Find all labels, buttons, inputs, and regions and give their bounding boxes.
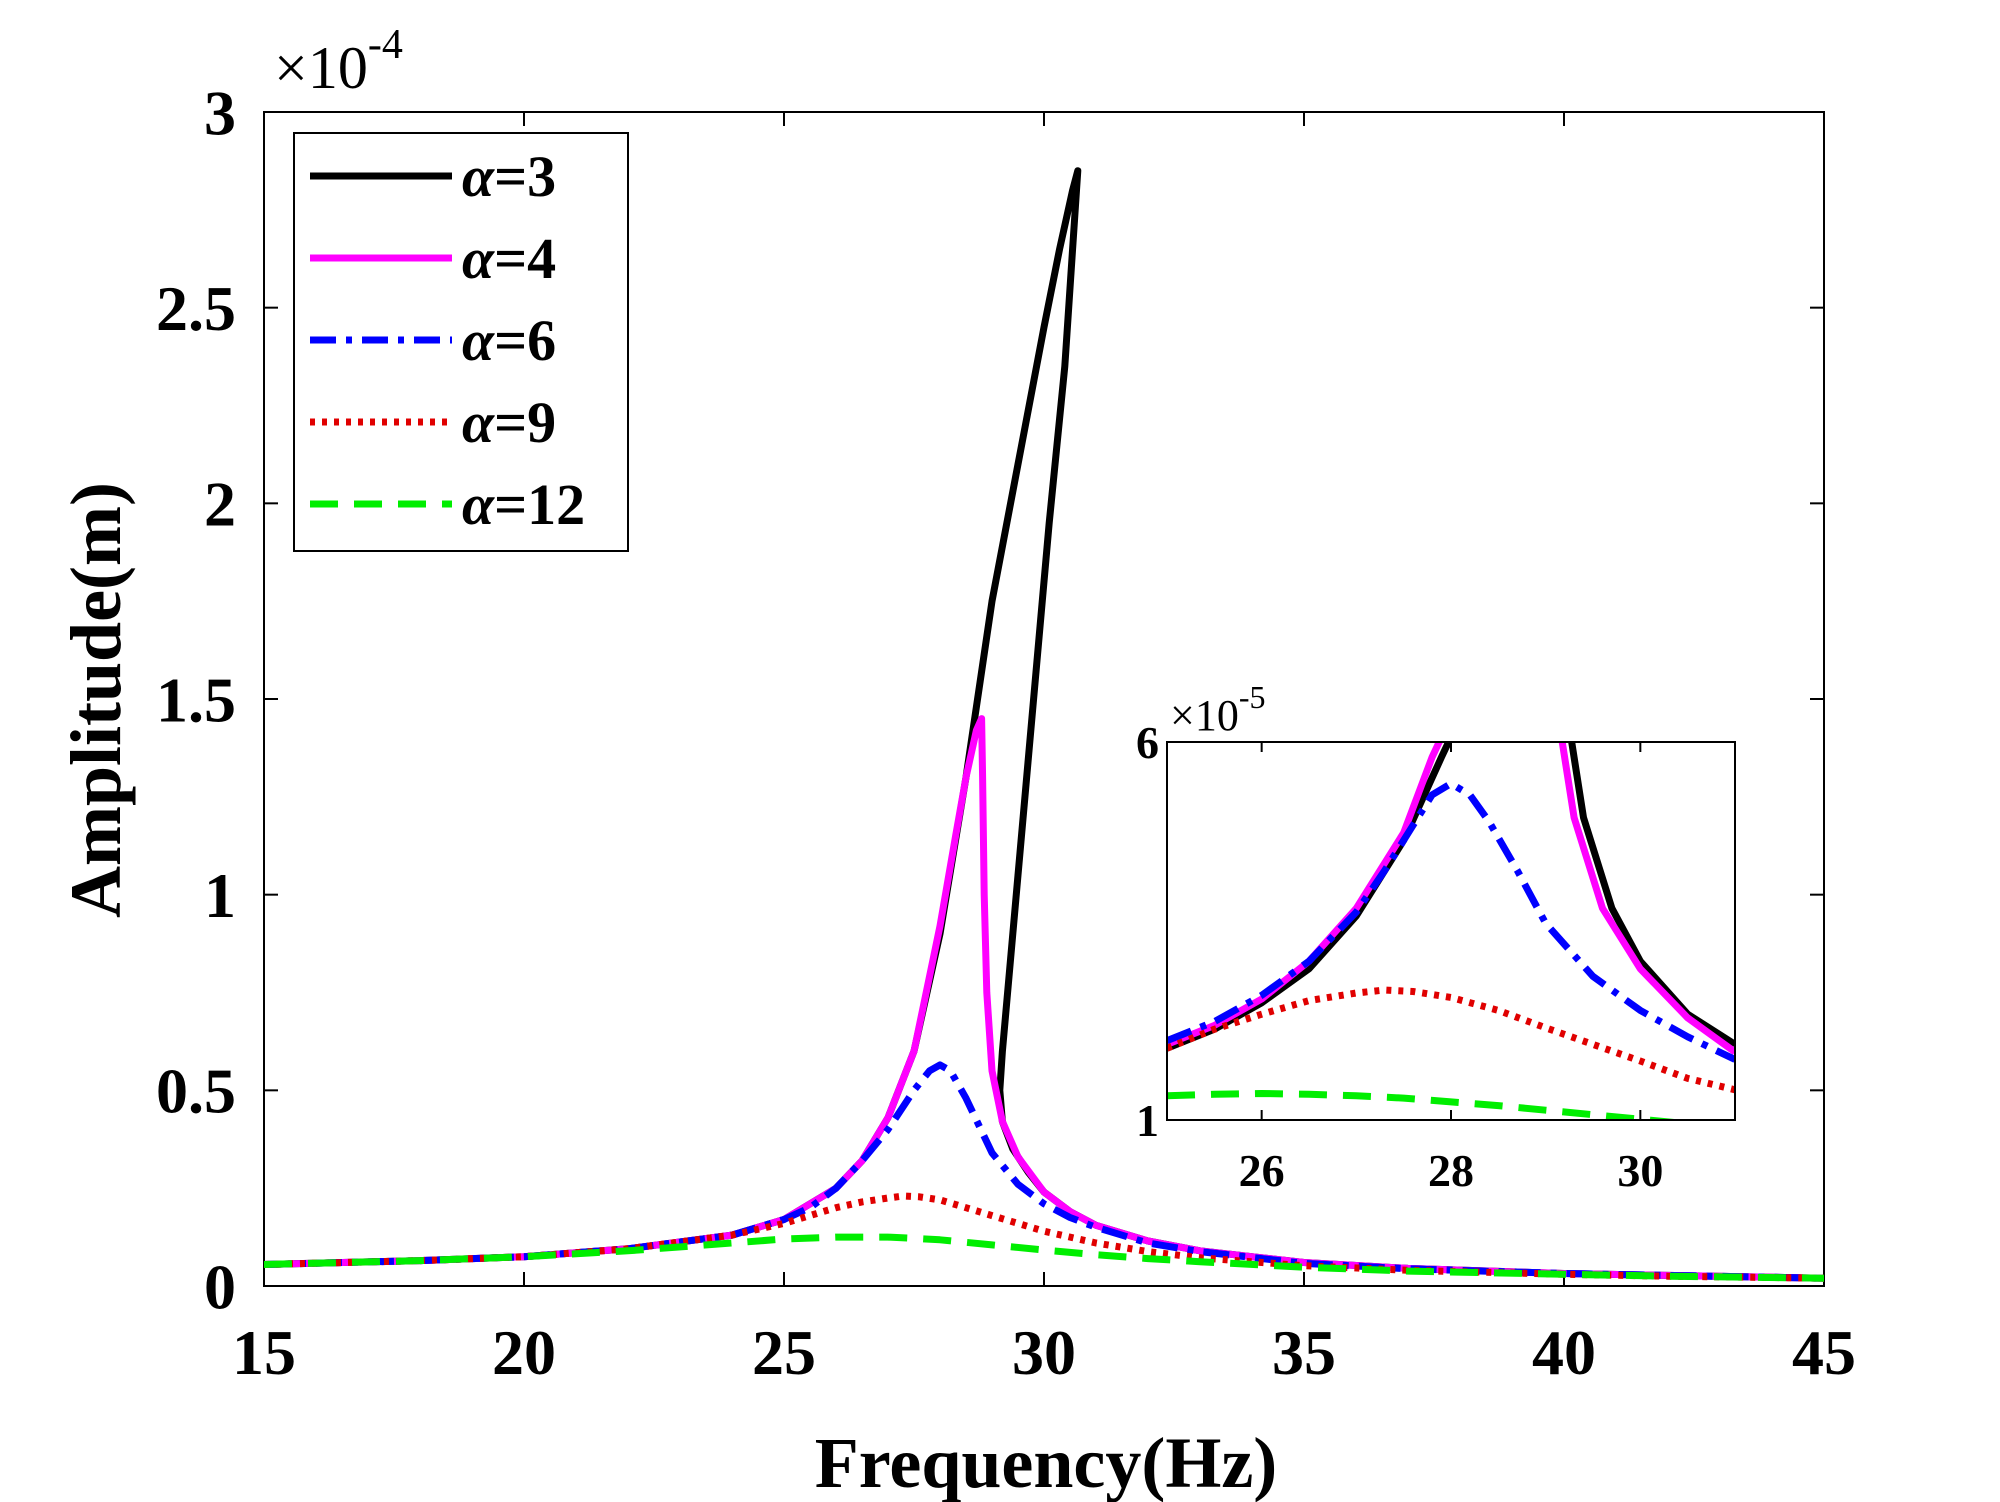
inset-x-tick-label: 26 (1239, 1145, 1285, 1196)
main-x-tick-label: 45 (1792, 1317, 1856, 1388)
main-y-tick-label: 2.5 (156, 273, 236, 344)
inset-x-tick-label: 30 (1617, 1145, 1663, 1196)
inset-series-line-5 (1167, 1090, 1685, 1120)
inset-background (1167, 742, 1735, 1120)
inset-series-line-3 (1167, 780, 1735, 1063)
main-series (264, 167, 1824, 1282)
legend-label-value: =12 (494, 472, 585, 537)
inset-y-tick-label: 1 (1136, 1095, 1159, 1146)
main-x-tick-label: 35 (1272, 1317, 1336, 1388)
x-axis-title: Frequency(Hz) (815, 1423, 1278, 1502)
legend-label-symbol: α (462, 226, 495, 291)
inset-x-tick-label: 28 (1428, 1145, 1474, 1196)
y-axis-title: Amplitude(m) (56, 482, 136, 918)
main-y-tick-label: 0 (204, 1251, 236, 1322)
main-x-tick-labels: 15 20 25 30 35 40 45 (232, 1317, 1856, 1388)
legend-label-value: =9 (494, 390, 556, 455)
legend: α=3α=4α=6α=9α=12 (293, 132, 629, 552)
main-ticks (263, 111, 1825, 1287)
legend-label-1: α=3 (462, 144, 556, 209)
y-multiplier-base: ×10 (274, 35, 368, 101)
main-x-tick-label: 30 (1012, 1317, 1076, 1388)
inset-multiplier-exponent: -5 (1239, 679, 1266, 715)
legend-label-symbol: α (462, 308, 495, 373)
legend-label-symbol: α (462, 144, 495, 209)
main-x-tick-label: 25 (752, 1317, 816, 1388)
main-x-tick-label: 20 (492, 1317, 556, 1388)
inset-multiplier-base: ×10 (1170, 691, 1239, 740)
main-y-tick-labels: 0 0.5 1 1.5 2 2.5 3 (156, 77, 236, 1322)
inset-series-line-4 (1167, 986, 1735, 1094)
legend-label-4: α=9 (462, 390, 556, 455)
main-y-tick-label: 0.5 (156, 1056, 236, 1127)
inset-y-tick-labels: 16 (1136, 717, 1159, 1146)
legend-label-5: α=12 (462, 472, 585, 537)
main-y-tick-label: 1 (204, 860, 236, 931)
main-y-tick-label: 1.5 (156, 664, 236, 735)
inset-ticks (1167, 741, 1735, 1121)
inset-y-multiplier: ×10-5 (1170, 679, 1265, 740)
legend-items: α=3α=4α=6α=9α=12 (310, 144, 585, 537)
y-axis-multiplier: ×10-4 (274, 22, 403, 101)
main-plot: 15 20 25 30 35 40 45 0 0.5 1 1.5 2 2.5 3 Frequency(H… (56, 22, 1856, 1502)
inset-series (1167, 742, 1735, 1120)
main-y-tick-label: 2 (204, 469, 236, 540)
main-series-line-3 (264, 1061, 1824, 1282)
main-x-tick-label: 15 (232, 1317, 296, 1388)
main-y-tick-label: 3 (204, 77, 236, 148)
legend-label-symbol: α (462, 472, 495, 537)
legend-label-2: α=4 (462, 226, 556, 291)
legend-label-symbol: α (462, 390, 495, 455)
inset-x-tick-labels: 26 28 30 (1239, 1145, 1664, 1196)
y-multiplier-exponent: -4 (368, 22, 403, 68)
main-x-tick-label: 40 (1532, 1317, 1596, 1388)
legend-label-3: α=6 (462, 308, 556, 373)
legend-label-value: =6 (494, 308, 556, 373)
main-series-line-4 (264, 1192, 1824, 1282)
legend-label-value: =4 (494, 226, 556, 291)
legend-label-value: =3 (494, 144, 556, 209)
inset-plot: 26 28 30 16 ×10-5 (1136, 679, 1736, 1196)
inset-y-tick-label: 6 (1136, 717, 1159, 768)
